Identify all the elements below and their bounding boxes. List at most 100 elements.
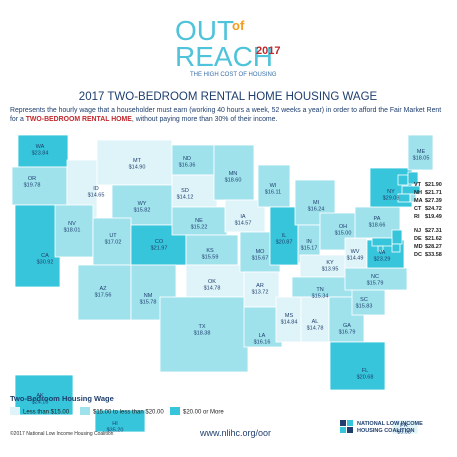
state-shape: [94, 409, 146, 433]
legend-title: Two-Bedroom Housing Wage: [10, 394, 114, 403]
state-wage: $16.36: [179, 163, 196, 169]
state-abbr: FL: [362, 368, 368, 374]
state-abbr: MO: [256, 249, 266, 255]
state-wage: $15.00: [335, 231, 352, 237]
state-shape: [257, 164, 291, 208]
state-abbr: WY: [138, 201, 147, 207]
state-wage: $35.20: [107, 428, 124, 434]
state-shape: [171, 174, 218, 208]
state-wage: $21.90: [425, 182, 442, 188]
state-shape: [294, 179, 336, 226]
state-abbr: MT: [133, 158, 142, 164]
state-wage: $14.49: [347, 256, 364, 262]
copyright: ©2017 National Low Income Housing Coalit…: [10, 431, 114, 437]
state-wage: $15.78: [140, 300, 157, 306]
state-wage: $14.90: [129, 165, 146, 171]
state-wage: $21.71: [425, 190, 442, 196]
legend-swatch: [80, 407, 90, 415]
state-abbr: KY: [326, 260, 334, 266]
state-wage: $9.68: [397, 430, 411, 436]
state-abbr: ID: [93, 186, 99, 192]
description-highlight: TWO-BEDROOM RENTAL HOME: [25, 116, 132, 123]
state-shape: [377, 245, 384, 252]
state-shape: [185, 264, 245, 298]
state-abbr: LA: [259, 333, 266, 339]
state-wage: $15.67: [252, 256, 269, 262]
state-abbr: CO: [155, 239, 164, 245]
legend-label: $15.00 to less than $20.00: [93, 410, 164, 416]
state-shape: [171, 144, 215, 176]
description-text: , without paying more than 30% of their …: [131, 116, 278, 123]
logo-of: of: [232, 18, 245, 33]
state-shape: [391, 229, 403, 245]
state-shape: [407, 171, 419, 185]
state-wage: $13.95: [322, 267, 339, 273]
state-abbr: CA: [41, 253, 49, 259]
org-line: NATIONAL LOW INCOME: [357, 421, 423, 427]
state-wage: $15.34: [312, 294, 329, 300]
legend-swatch: [10, 407, 20, 415]
state-abbr: WI: [270, 183, 277, 189]
state-wage: $16.11: [265, 190, 281, 196]
state-wage: $14.78: [307, 326, 324, 332]
state-abbr: MS: [285, 313, 294, 319]
state-shape: [96, 139, 173, 186]
state-wage: $27.39: [425, 198, 442, 204]
state-wage: $15.59: [202, 255, 219, 261]
state-wage: $28.27: [425, 244, 442, 250]
state-abbr: SD: [181, 188, 189, 194]
state-abbr: TX: [198, 324, 205, 330]
state-wage: $14.84: [281, 320, 298, 326]
legend-swatch: [170, 407, 180, 415]
state-shape: [14, 374, 74, 416]
state-abbr: TN: [316, 287, 323, 293]
state-shape: [275, 296, 302, 343]
state-abbr: OK: [208, 279, 216, 285]
state-abbr: OR: [28, 176, 36, 182]
state-abbr: NE: [195, 218, 203, 224]
state-wage: $18.66: [369, 223, 386, 229]
state-wage: $24.16: [32, 400, 49, 406]
state-abbr: ND: [183, 156, 191, 162]
state-wage: $14.12: [177, 195, 194, 201]
state-wage: $24.72: [425, 206, 442, 212]
state-shape: [371, 237, 393, 247]
state-shape: [77, 264, 132, 321]
state-abbr: NY: [387, 189, 395, 195]
state-wage: $15.83: [356, 304, 373, 310]
state-abbr: WA: [36, 144, 45, 150]
state-wage: $15.79: [367, 281, 384, 287]
state-abbr: VT: [414, 182, 422, 188]
state-wage: $14.78: [204, 286, 221, 292]
state-wage: $20.87: [276, 240, 293, 246]
state-abbr: NV: [68, 221, 76, 227]
tagline: THE HIGH COST OF HOUSING: [190, 72, 277, 78]
state-abbr: MI: [313, 200, 320, 206]
state-abbr: AL: [312, 319, 319, 325]
state-abbr: MA: [414, 198, 423, 204]
state-wage: $14.65: [88, 193, 105, 199]
state-abbr: GA: [343, 323, 351, 329]
state-wage: $29.08: [383, 196, 400, 202]
legend-label: $20.00 or More: [183, 410, 224, 416]
state-wage: $19.78: [24, 183, 41, 189]
state-shape: [14, 204, 61, 288]
state-abbr: IL: [282, 233, 287, 239]
state-abbr: RI: [414, 214, 420, 220]
state-abbr: OH: [339, 224, 347, 230]
url: www.nlihc.org/oor: [200, 428, 272, 438]
org-name: NATIONAL LOW INCOME HOUSING COALITION: [357, 421, 423, 435]
state-wage: $15.82: [134, 208, 151, 214]
state-shape: [269, 206, 299, 266]
state-shape: [351, 289, 386, 316]
state-shape: [329, 341, 386, 391]
org-line: HOUSING COALITION: [357, 428, 415, 434]
state-wage: $15.22: [191, 225, 208, 231]
state-wage: $19.49: [425, 214, 442, 220]
org-logo: [340, 420, 353, 433]
state-abbr: WV: [351, 249, 360, 255]
state-abbr: NH: [414, 190, 422, 196]
logo-year: 2017: [256, 45, 280, 57]
state-shape: [409, 193, 417, 203]
